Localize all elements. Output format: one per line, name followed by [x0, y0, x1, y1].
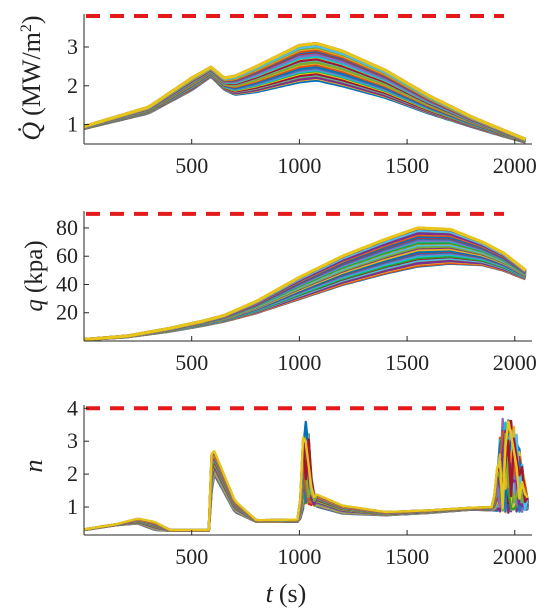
trajectory-group — [84, 226, 527, 341]
x-tick-label: 1500 — [385, 153, 429, 178]
y-tick-label: 20 — [56, 300, 78, 325]
trajectory-line — [84, 256, 527, 341]
trajectory-group — [84, 42, 527, 144]
x-tick-label: 2000 — [493, 350, 537, 375]
y-axis-label-heat-flux: Q̇(MW/m2) — [17, 15, 46, 140]
load-factor-panel: 500 1000 1500 2000 1 2 3 4 — [67, 395, 537, 569]
trajectory-line — [84, 42, 527, 141]
y-tick-label: 60 — [56, 243, 78, 268]
trajectory-line — [84, 256, 527, 341]
y-tick-label: 1 — [67, 494, 78, 519]
dynamic-pressure-panel: 500 1000 1500 2000 20 40 60 80 — [56, 211, 537, 375]
y-axis-label-dynamic-pressure: q(kpa) — [21, 240, 48, 311]
y-tick-label: 2 — [67, 73, 78, 98]
trajectory-line — [84, 226, 527, 341]
x-tick-label: 500 — [175, 350, 208, 375]
y-tick-label: 3 — [67, 34, 78, 59]
x-tick-label: 1000 — [277, 350, 321, 375]
y-tick-label: 1 — [67, 112, 78, 137]
x-tick-label: 2000 — [493, 544, 537, 569]
y-tick-label: 80 — [56, 215, 78, 240]
y-tick-label: 2 — [67, 461, 78, 486]
x-tick-label: 1000 — [277, 544, 321, 569]
trajectory-line — [84, 259, 527, 341]
x-tick-label: 500 — [175, 153, 208, 178]
y-axis-label-load-factor: n — [19, 460, 48, 473]
x-tick-label: 500 — [175, 544, 208, 569]
x-axis-label-time: t (s) — [266, 579, 307, 608]
x-tick-label: 2000 — [493, 153, 537, 178]
trajectory-line — [84, 420, 529, 532]
x-tick-label: 1000 — [277, 153, 321, 178]
x-tick-label: 1500 — [385, 350, 429, 375]
y-tick-label: 4 — [67, 395, 78, 420]
trajectory-group — [84, 417, 529, 532]
x-tick-label: 1500 — [385, 544, 429, 569]
y-tick-label: 40 — [56, 271, 78, 296]
y-tick-label: 3 — [67, 428, 78, 453]
heat-flux-panel: 500 1000 1500 2000 1 2 3 — [67, 13, 537, 178]
